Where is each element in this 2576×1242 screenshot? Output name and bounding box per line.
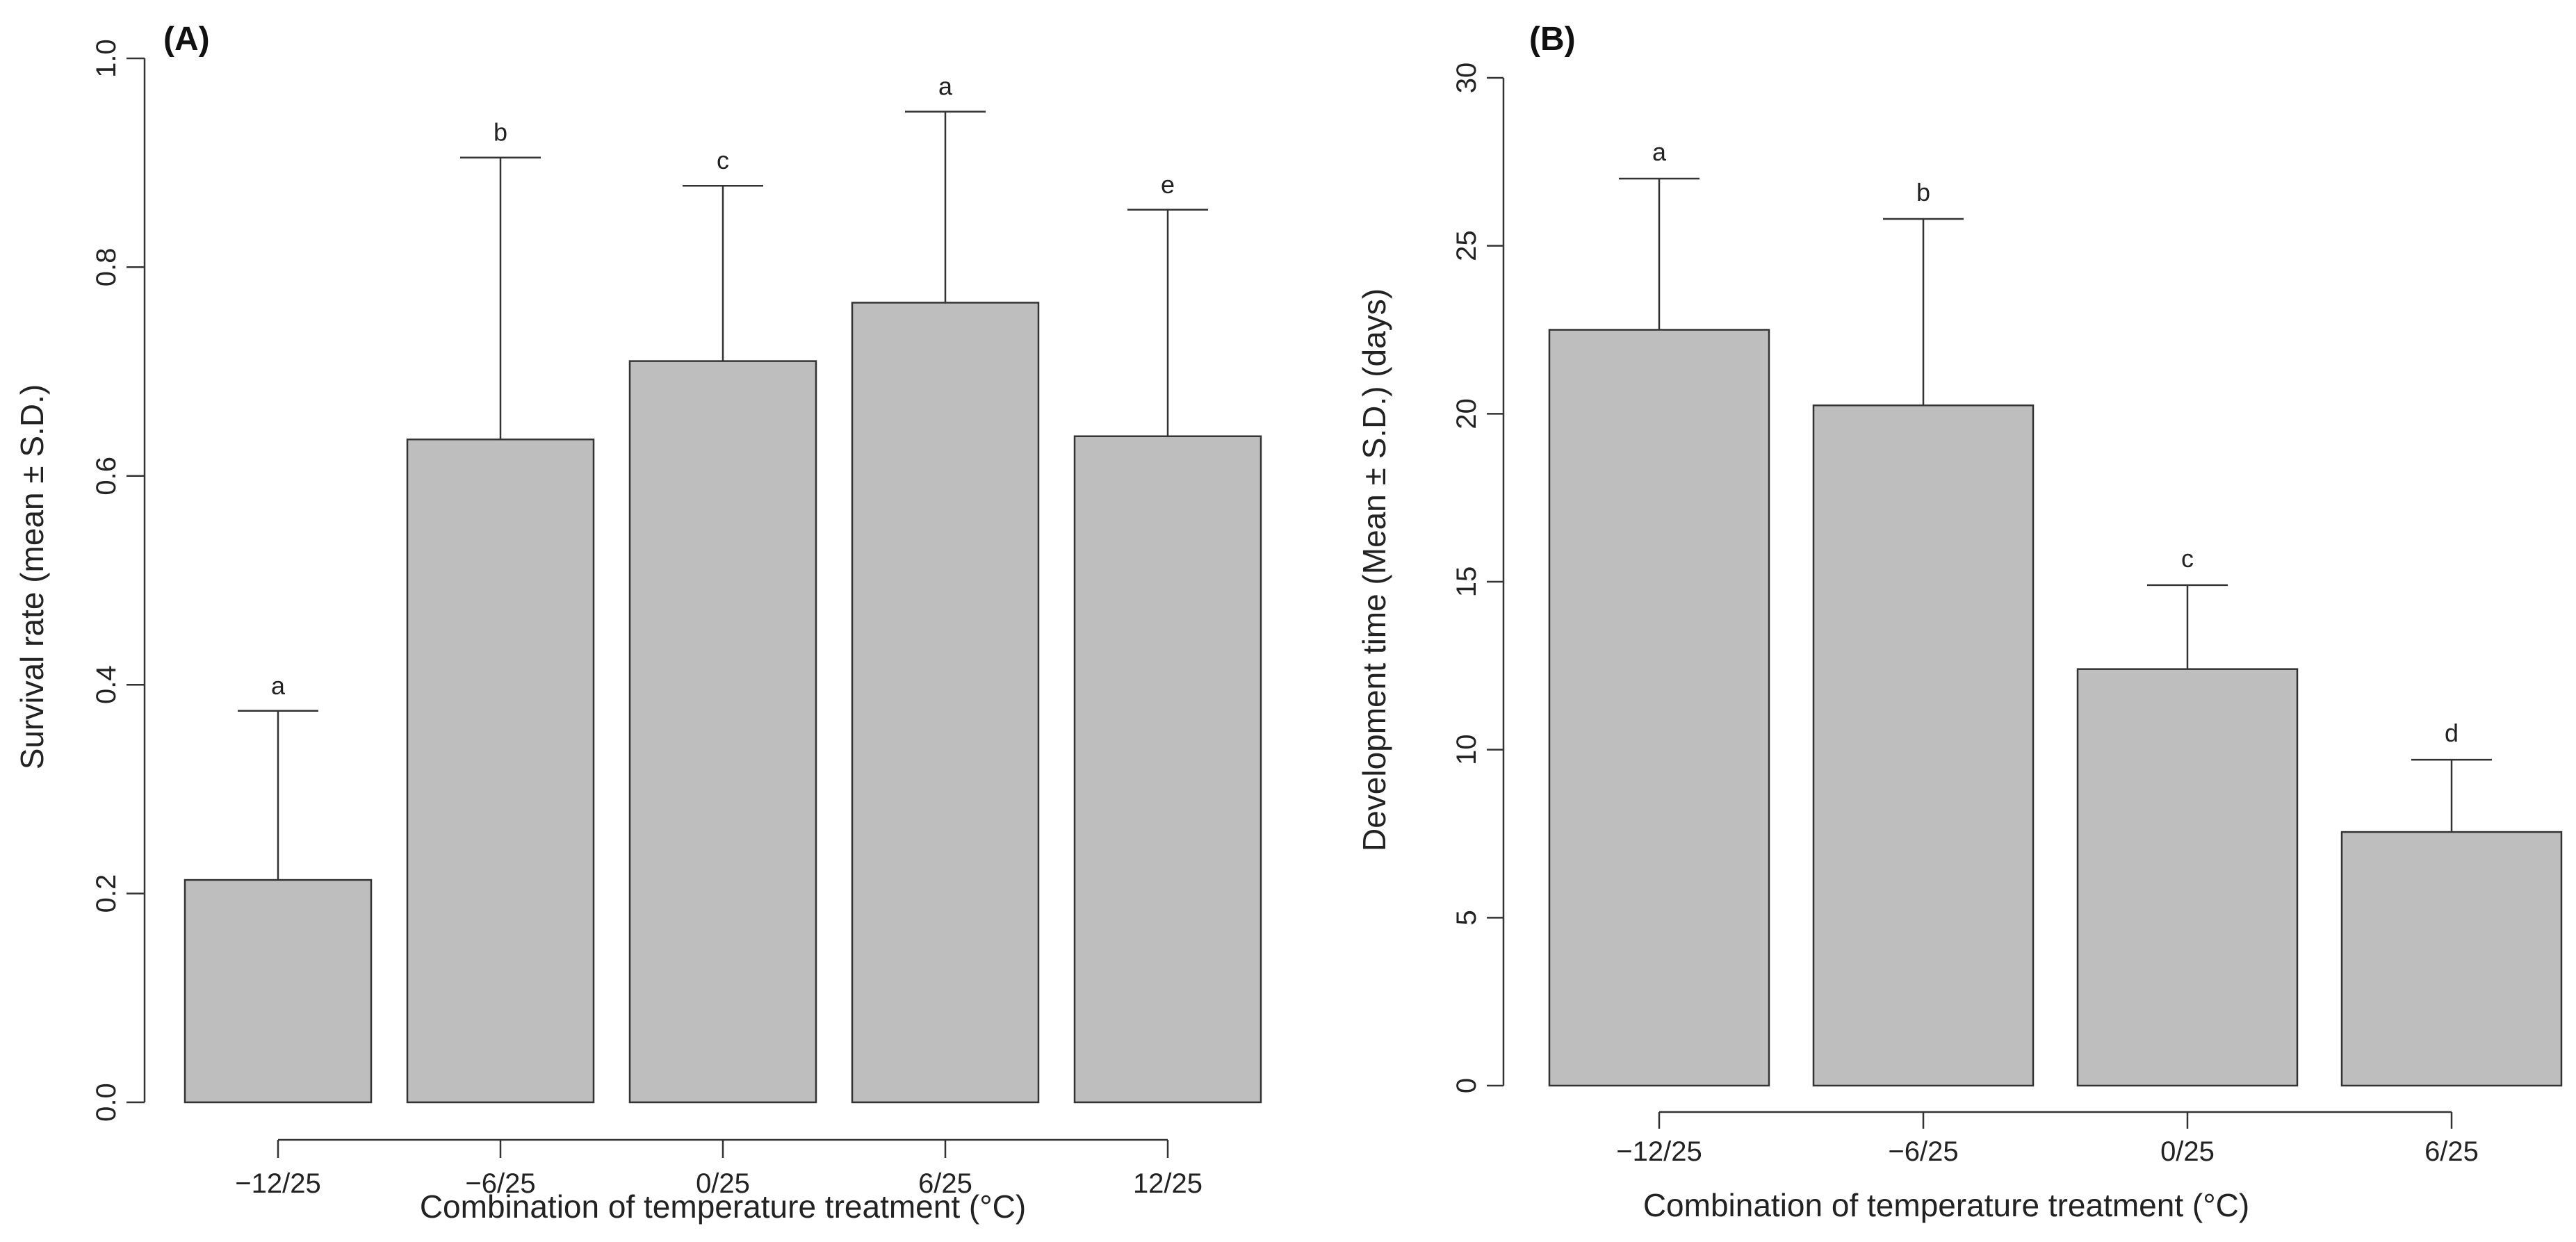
panel-b-category-label: 6/25 — [2424, 1136, 2479, 1167]
panel-a-category-label: 6/25 — [918, 1168, 972, 1199]
panel-b-x-axis-title: Combination of temperature treatment (°C… — [1643, 1187, 2249, 1223]
panel-a-label: (A) — [163, 21, 210, 58]
panel-a-y-tick-label: 0.6 — [91, 457, 122, 496]
panel-b-bar — [2076, 668, 2299, 1087]
panel-b-y-tick-label: 0 — [1451, 1078, 1482, 1093]
panel-a-category-label: 0/25 — [696, 1168, 750, 1199]
panel-b-significance-letter: a — [1652, 138, 1667, 166]
panel-b-significance-letter: b — [1916, 178, 1930, 206]
panel-b-category-label: −12/25 — [1616, 1136, 1702, 1167]
panel-b-y-tick-label: 25 — [1451, 230, 1482, 261]
panel-a-category-label: −12/25 — [235, 1168, 320, 1199]
panel-a-y-tick-label: 0.4 — [91, 665, 122, 704]
panel-a-bar — [628, 360, 817, 1104]
panel-a-significance-letter: e — [1161, 170, 1175, 199]
panel-a-category-label: −6/25 — [465, 1168, 535, 1199]
panel-a-y-tick-label: 0.8 — [91, 248, 122, 287]
panel-a-bar — [184, 879, 373, 1104]
panel-a-significance-letter: b — [494, 118, 507, 147]
panel-b-development-time: (B) Development time (Mean ± S.D.) (days… — [1356, 21, 2563, 1223]
panel-a-bar — [406, 438, 595, 1104]
panel-a-significance-letter: c — [717, 146, 729, 174]
panel-a-significance-letter: a — [938, 72, 953, 101]
panel-b-significance-letter: d — [2445, 719, 2459, 747]
panel-b-y-tick-label: 10 — [1451, 734, 1482, 765]
panel-a-significance-letter: a — [271, 671, 286, 700]
panel-a-y-axis-title: Survival rate (mean ± S.D.) — [14, 384, 50, 769]
panel-b-bar — [2340, 831, 2563, 1087]
panel-a-category-label: 12/25 — [1133, 1168, 1203, 1199]
panel-a-y-tick-label: 0.0 — [91, 1083, 122, 1122]
panel-b-significance-letter: c — [2181, 544, 2194, 573]
panel-a-bar — [1073, 435, 1262, 1104]
panel-a-bar — [851, 302, 1040, 1104]
panel-b-bar — [1812, 405, 2035, 1087]
panel-b-category-label: 0/25 — [2160, 1136, 2215, 1167]
panel-b-y-axis-title: Development time (Mean ± S.D.) (days) — [1356, 288, 1392, 851]
panel-b-y-tick-label: 5 — [1451, 910, 1482, 925]
panel-a-y-tick-label: 1.0 — [91, 39, 122, 78]
panel-a-y-tick-label: 0.2 — [91, 874, 122, 913]
panel-b-y-tick-label: 20 — [1451, 398, 1482, 430]
panel-b-label: (B) — [1529, 21, 1576, 58]
panel-a-x-axis-title: Combination of temperature treatment (°C… — [420, 1188, 1026, 1225]
panel-b-category-label: −6/25 — [1888, 1136, 1958, 1167]
panel-b-y-tick-label: 30 — [1451, 63, 1482, 94]
panel-b-y-tick-label: 15 — [1451, 566, 1482, 598]
panel-a-survival-rate: (A) Survival rate (mean ± S.D.) Combinat… — [14, 21, 1262, 1225]
panel-b-bar — [1548, 329, 1770, 1087]
